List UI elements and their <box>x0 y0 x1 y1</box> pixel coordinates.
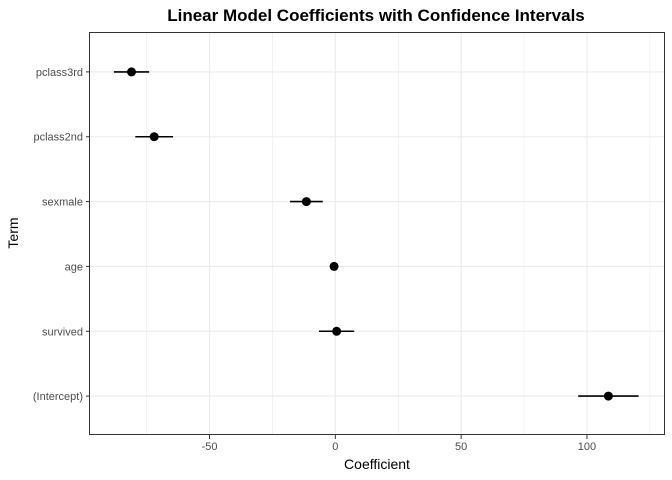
coefficient-points <box>127 67 613 401</box>
x-tick-label: 0 <box>332 441 338 453</box>
coefficient-point <box>127 67 137 77</box>
x-tick-label: 50 <box>455 441 467 453</box>
y-tick-label: survived <box>42 326 83 338</box>
chart-title: Linear Model Coefficients with Confidenc… <box>167 6 585 25</box>
panel-border <box>89 32 665 435</box>
x-axis-title: Coefficient <box>344 456 410 472</box>
x-tick-label: 100 <box>578 441 596 453</box>
confidence-intervals <box>113 71 639 397</box>
coefficient-point <box>332 326 342 336</box>
x-tick-label: -50 <box>202 441 218 453</box>
y-tick-label: sexmale <box>42 197 83 209</box>
y-axis-title: Term <box>5 217 21 248</box>
x-axis-ticks: -50 0 50 100 <box>202 435 596 453</box>
grid-lines <box>90 33 665 435</box>
coefficient-point <box>603 391 613 401</box>
y-tick-label: (Intercept) <box>33 391 83 403</box>
coefficient-point <box>329 261 339 271</box>
y-tick-label: age <box>65 261 83 273</box>
coefficient-point <box>301 197 311 207</box>
y-tick-label: pclass3rd <box>36 67 83 79</box>
coefficient-point <box>149 132 159 142</box>
y-tick-label: pclass2nd <box>33 132 83 144</box>
y-axis-ticks: pclass3rd pclass2nd sexmale age survived (Int… <box>33 67 90 403</box>
